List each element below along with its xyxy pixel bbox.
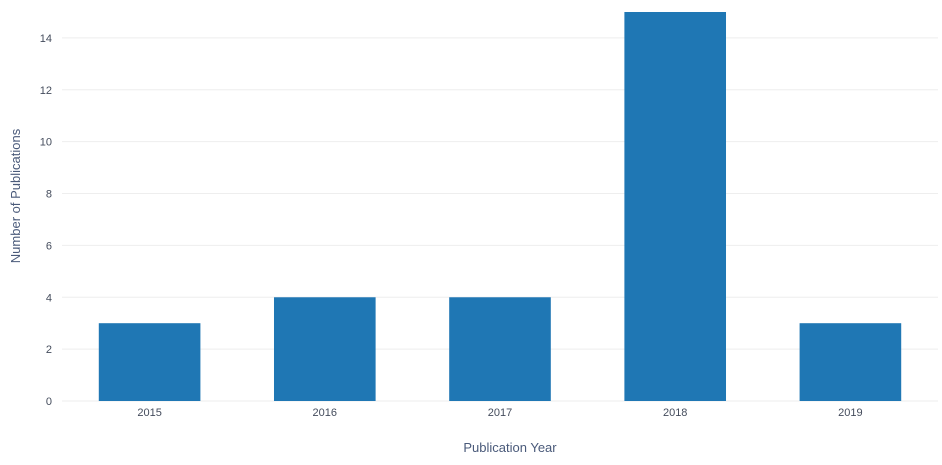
y-axis-ticks: 0 2 4 6 8 10 12 14 — [40, 33, 52, 408]
bar-2015 — [98, 323, 201, 401]
y-tick-label: 4 — [46, 292, 52, 304]
y-tick-label: 12 — [40, 85, 52, 97]
y-tick-label: 8 — [46, 189, 52, 201]
y-tick-label: 0 — [46, 396, 52, 408]
x-axis-title: Publication Year — [463, 440, 557, 455]
bar-2016 — [273, 297, 376, 401]
y-tick-label: 6 — [46, 240, 52, 252]
y-tick-label: 14 — [40, 33, 52, 45]
x-tick-label: 2016 — [313, 407, 337, 419]
y-axis-title: Number of Publications — [8, 128, 23, 263]
x-tick-label: 2019 — [838, 407, 862, 419]
bar-2017 — [449, 297, 551, 401]
y-tick-label: 10 — [40, 137, 52, 149]
bars — [98, 12, 902, 401]
y-tick-label: 2 — [46, 344, 52, 356]
x-tick-label: 2018 — [663, 407, 687, 419]
bar-2019 — [799, 323, 902, 401]
x-tick-label: 2015 — [137, 407, 161, 419]
bar-2018 — [624, 12, 727, 401]
x-axis-ticks: 2015 2016 2017 2018 2019 — [137, 407, 862, 419]
x-tick-label: 2017 — [488, 407, 512, 419]
